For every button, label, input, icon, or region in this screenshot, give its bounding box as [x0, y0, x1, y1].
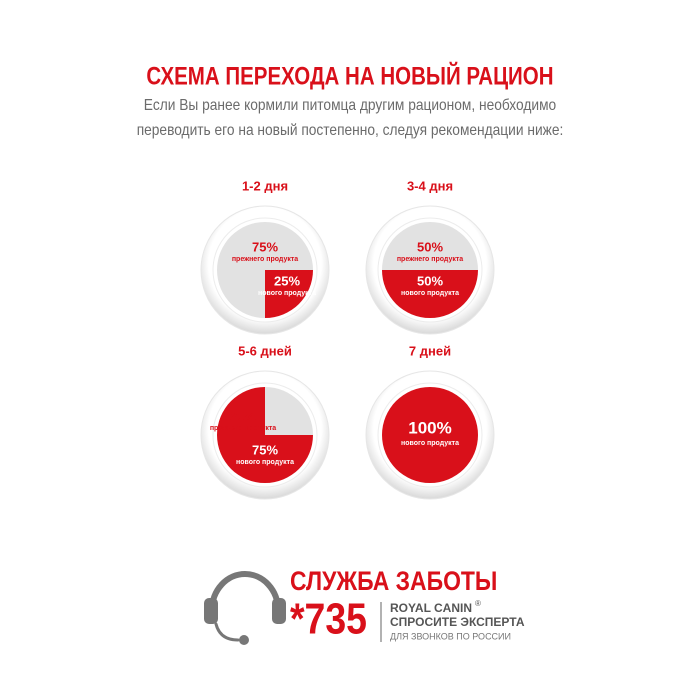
pie-slice — [382, 222, 478, 270]
pie-slice — [382, 387, 478, 483]
period-label: 3-4 дня — [407, 178, 453, 193]
brand: ROYAL CANIN — [390, 601, 472, 615]
slice-text: прежнего продукта — [232, 256, 298, 263]
slice-percent: 50% — [417, 239, 443, 254]
note: ДЛЯ ЗВОНКОВ ПО РОССИИ — [390, 631, 511, 641]
period-label: 1-2 дня — [242, 178, 288, 193]
pie-slice — [382, 270, 478, 318]
slice-text: прежнего продукта — [397, 256, 463, 263]
pie-slice — [265, 387, 313, 435]
slice-percent: 75% — [252, 239, 278, 254]
support-number: *735 — [290, 594, 367, 644]
tagline: СПРОСИТЕ ЭКСПЕРТА — [390, 615, 525, 629]
slice-percent: 100% — [408, 418, 451, 437]
slice-percent: 25% — [230, 408, 256, 423]
slice-text: прежнего продукта — [210, 425, 276, 432]
slice-percent: 50% — [417, 273, 443, 288]
title: СХЕМА ПЕРЕХОДА НА НОВЫЙ РАЦИОН — [146, 62, 553, 90]
slice-text: нового продукта — [236, 459, 294, 466]
pie-slice — [265, 270, 313, 318]
registered-mark: ® — [475, 599, 481, 608]
period-label: 7 дней — [409, 343, 451, 358]
slice-text: нового продукта — [401, 440, 459, 447]
slice-text: нового продукта — [258, 290, 316, 297]
steps: 1-2 дня 75% прежнего продукта 25% нового про… — [200, 178, 495, 500]
headset-icon — [204, 571, 286, 645]
period-label: 5-6 дней — [238, 343, 292, 358]
subtitle: Если Вы ранее кормили питомца другим рац… — [144, 96, 556, 114]
subtitle: переводить его на новый постепенно, след… — [137, 121, 564, 139]
slice-text: нового продукта — [401, 290, 459, 297]
slice-percent: 75% — [252, 442, 278, 457]
support-title: СЛУЖБА ЗАБОТЫ — [290, 566, 497, 596]
pie-slice — [217, 387, 313, 483]
slice-percent: 25% — [274, 273, 300, 288]
